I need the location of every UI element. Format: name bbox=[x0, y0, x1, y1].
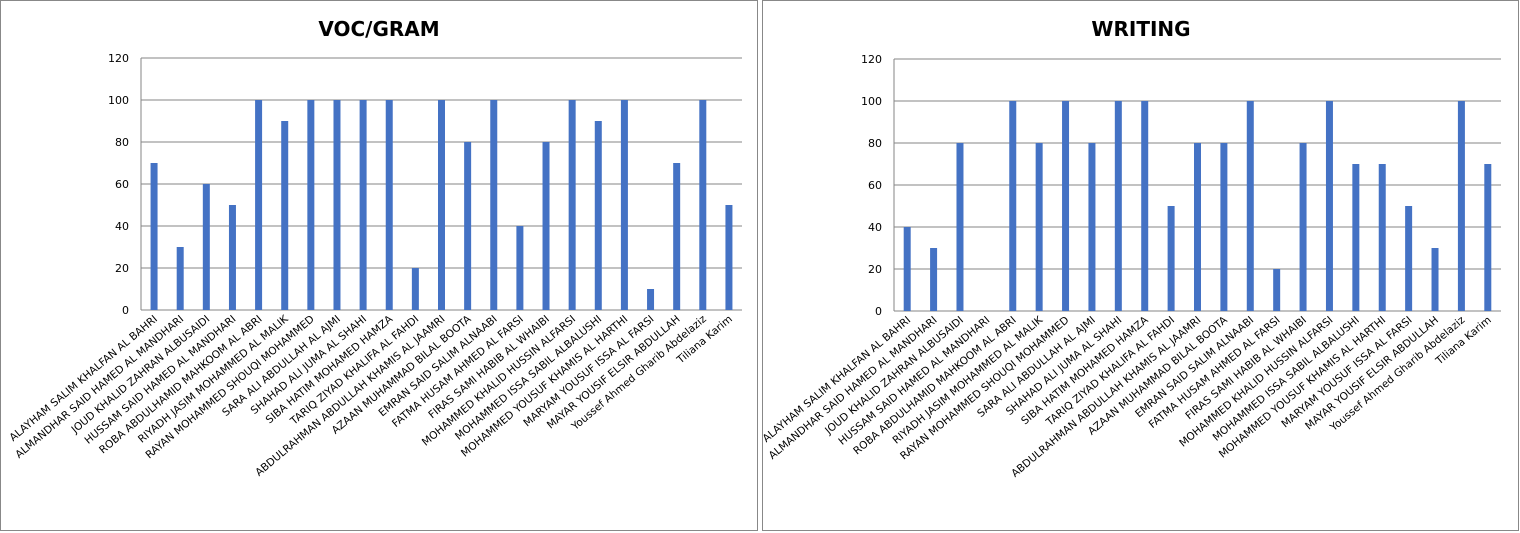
bar bbox=[1352, 164, 1360, 311]
chart-title: WRITING bbox=[1091, 17, 1190, 41]
bar bbox=[385, 100, 393, 310]
bar bbox=[281, 121, 289, 310]
bar bbox=[333, 100, 341, 310]
bar bbox=[228, 205, 236, 310]
bar bbox=[150, 163, 158, 310]
bar bbox=[1194, 143, 1201, 311]
bar bbox=[1299, 143, 1307, 311]
bar bbox=[1378, 164, 1386, 311]
y-tick-label: 40 bbox=[868, 221, 882, 234]
bar bbox=[1220, 143, 1228, 311]
bar bbox=[1246, 101, 1254, 311]
y-tick-label: 60 bbox=[868, 179, 882, 192]
y-tick-label: 40 bbox=[115, 220, 129, 233]
bar bbox=[594, 121, 602, 310]
bar bbox=[1141, 101, 1149, 311]
bar bbox=[1088, 143, 1096, 311]
chart-title: VOC/GRAM bbox=[318, 17, 439, 41]
bar bbox=[542, 142, 550, 310]
y-tick-label: 100 bbox=[861, 95, 882, 108]
bar bbox=[438, 100, 445, 310]
y-tick-label: 20 bbox=[868, 263, 882, 276]
y-tick-label: 120 bbox=[108, 52, 129, 65]
bar bbox=[359, 100, 367, 310]
chart-writing: WRITING 0 20 40 60 80 100 120 ALAYHAM SALIM KHAL… bbox=[762, 0, 1519, 531]
bar bbox=[903, 227, 911, 311]
bar bbox=[1484, 164, 1492, 311]
y-tick-label: 120 bbox=[861, 53, 882, 66]
bar bbox=[202, 184, 210, 310]
bar bbox=[307, 100, 315, 310]
bar bbox=[620, 100, 628, 310]
bar bbox=[1405, 206, 1413, 311]
bar bbox=[464, 142, 472, 310]
bar bbox=[699, 100, 707, 310]
bar bbox=[1325, 101, 1333, 311]
bar bbox=[568, 100, 576, 310]
bar bbox=[1062, 101, 1070, 311]
bar bbox=[411, 268, 419, 310]
bar bbox=[1273, 269, 1281, 311]
bar bbox=[673, 163, 681, 310]
y-tick-label: 0 bbox=[122, 304, 129, 317]
y-tick-label: 80 bbox=[115, 136, 129, 149]
bar bbox=[647, 289, 655, 310]
y-tick-label: 80 bbox=[868, 137, 882, 150]
y-tick-label: 100 bbox=[108, 94, 129, 107]
bar bbox=[930, 248, 938, 311]
bar bbox=[1167, 206, 1175, 311]
bar bbox=[1009, 101, 1017, 311]
y-tick-label: 0 bbox=[875, 305, 882, 318]
bar bbox=[1114, 101, 1122, 311]
bar bbox=[956, 143, 964, 311]
y-tick-label: 20 bbox=[115, 262, 129, 275]
bar bbox=[516, 226, 524, 310]
y-tick-label: 60 bbox=[115, 178, 129, 191]
bar bbox=[1035, 143, 1043, 311]
bar bbox=[1431, 248, 1439, 311]
chart-voc-gram: VOC/GRAM 0 20 40 60 80 100 120 ALAYHAM SALIM KHA… bbox=[0, 0, 758, 531]
bar bbox=[490, 100, 498, 310]
bar bbox=[725, 205, 733, 310]
bar bbox=[255, 100, 263, 310]
bar bbox=[1457, 101, 1465, 311]
bar bbox=[176, 247, 184, 310]
